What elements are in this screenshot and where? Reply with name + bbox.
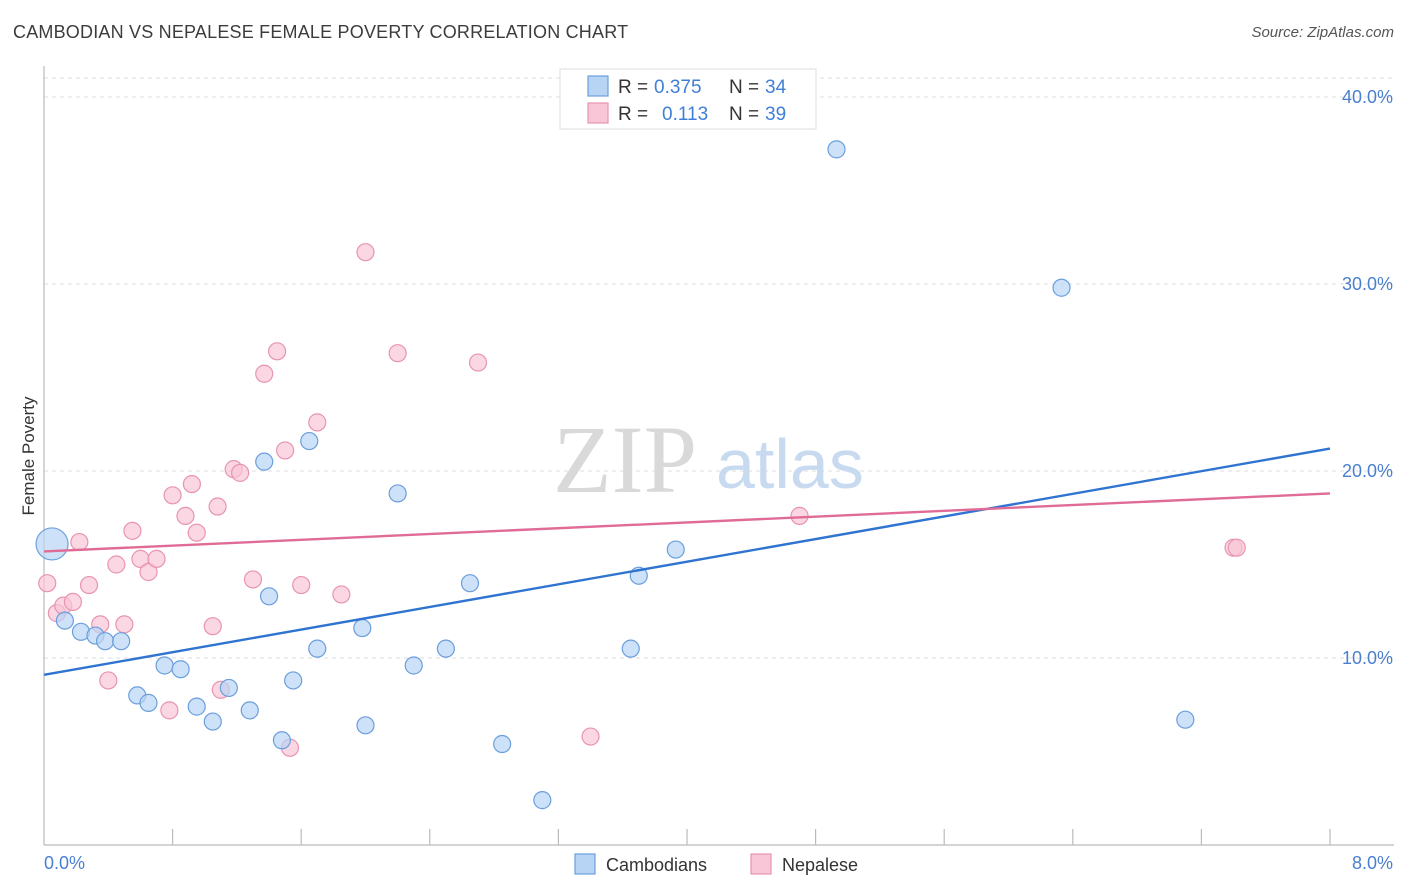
cambodians-point xyxy=(353,618,372,638)
cambodians-point xyxy=(55,611,74,630)
nepalese-point xyxy=(308,413,327,432)
nepalese-point xyxy=(63,592,83,612)
series-legend: Cambodians Nepalese xyxy=(574,853,858,875)
series-legend-label-cambodians: Cambodians xyxy=(606,855,707,875)
watermark-atlas: atlas xyxy=(716,425,864,503)
gridlines xyxy=(44,77,1394,659)
cambodians-point xyxy=(284,671,303,690)
nepalese-point xyxy=(468,353,488,372)
nepalese-point xyxy=(208,497,227,516)
nepalese-point xyxy=(107,555,126,574)
cambodians-point xyxy=(666,540,685,559)
nepalese-point xyxy=(139,562,158,582)
y-tick-label: 30.0% xyxy=(1342,274,1393,294)
nepalese-point xyxy=(176,506,195,525)
cambodians-point xyxy=(436,639,455,658)
legend-swatch-nepalese xyxy=(587,102,609,124)
cambodians-point xyxy=(171,660,190,679)
x-tick-label-max: 8.0% xyxy=(1352,853,1393,873)
nepalese-point xyxy=(231,463,250,482)
nepalese-point xyxy=(292,575,311,595)
nepalese-point xyxy=(79,575,99,595)
series-legend-swatch-nepalese xyxy=(750,853,772,875)
legend-r-label-2: R = xyxy=(618,104,648,125)
y-tick-label: 10.0% xyxy=(1342,648,1393,668)
cambodians-point xyxy=(460,574,480,593)
cambodians-point xyxy=(35,527,69,561)
cambodians-point xyxy=(155,656,174,675)
nepalese-point xyxy=(182,474,201,494)
series-legend-label-nepalese: Nepalese xyxy=(782,855,858,875)
cambodians-point xyxy=(404,656,423,675)
chart-source: Source: ZipAtlas.com xyxy=(1251,24,1394,41)
nepalese-point xyxy=(115,615,134,634)
axes xyxy=(43,66,1394,846)
legend-n-label-2: N = xyxy=(729,104,759,125)
legend-n-label-1: N = xyxy=(729,77,759,98)
nepalese-point xyxy=(187,523,206,542)
x-tick-label-min: 0.0% xyxy=(44,853,85,873)
cambodians-point xyxy=(1176,710,1195,729)
nepalese-point xyxy=(38,574,57,593)
nepalese-point xyxy=(99,671,118,690)
cambodians-point xyxy=(356,716,375,735)
stats-legend: R = 0.375 N = 34 R = 0.113 N = 39 xyxy=(559,68,817,130)
nepalese-point xyxy=(356,243,375,262)
nepalese-point xyxy=(147,549,166,568)
nepalese-point xyxy=(163,486,182,505)
legend-swatch-cambodians xyxy=(587,75,609,97)
cambodians-point xyxy=(272,731,292,750)
cambodians-point xyxy=(95,632,115,651)
cambodians-point xyxy=(493,734,512,754)
cambodians-point xyxy=(139,693,158,712)
cambodians-point xyxy=(255,452,274,471)
cambodians-point xyxy=(187,697,206,716)
nepalese-point xyxy=(160,701,179,720)
nepalese-point xyxy=(388,344,407,363)
cambodians-point xyxy=(1052,278,1071,297)
trendlines xyxy=(43,447,1331,677)
legend-r-value-2: 0.113 xyxy=(662,104,708,125)
cambodians-point xyxy=(388,484,407,503)
trendline-nepalese xyxy=(43,492,1331,553)
cambodians-point xyxy=(259,587,279,606)
nepalese-point xyxy=(276,441,295,460)
nepalese-point xyxy=(243,570,263,589)
nepalese-point xyxy=(203,617,222,636)
cambodians-point xyxy=(308,639,327,658)
nepalese-point xyxy=(70,532,89,552)
legend-r-value-1: 0.375 xyxy=(654,77,702,98)
cambodians-point xyxy=(219,678,238,698)
trendline-cambodians xyxy=(43,447,1331,677)
watermark: ZIP atlas xyxy=(553,406,864,513)
y-tick-label: 40.0% xyxy=(1342,87,1393,107)
series-legend-swatch-cambodians xyxy=(574,853,596,875)
cambodians-point xyxy=(827,140,846,159)
nepalese-point xyxy=(123,521,142,540)
cambodians-point xyxy=(203,712,222,731)
nepalese-point xyxy=(255,364,274,383)
legend-r-label-1: R = xyxy=(618,77,648,98)
cambodians-point xyxy=(621,639,640,658)
watermark-zip: ZIP xyxy=(553,406,697,513)
nepalese-point xyxy=(267,342,287,361)
nepalese-point xyxy=(581,727,600,746)
y-tick-label: 20.0% xyxy=(1342,461,1393,481)
nepalese-point xyxy=(332,585,351,604)
chart-title: CAMBODIAN VS NEPALESE FEMALE POVERTY COR… xyxy=(13,22,629,42)
legend-n-value-1: 34 xyxy=(765,77,787,98)
nepalese-point xyxy=(790,506,809,525)
cambodians-point xyxy=(112,632,131,651)
nepalese-point xyxy=(1227,538,1246,557)
y-axis-title: Female Poverty xyxy=(19,396,38,516)
cambodians-point xyxy=(533,791,552,810)
cambodians-point xyxy=(240,701,259,720)
series-cambodians-points xyxy=(35,140,1195,810)
cambodians-point xyxy=(300,431,319,451)
legend-n-value-2: 39 xyxy=(765,104,786,125)
y-tick-labels: 10.0% 20.0% 30.0% 40.0% xyxy=(1342,87,1393,668)
